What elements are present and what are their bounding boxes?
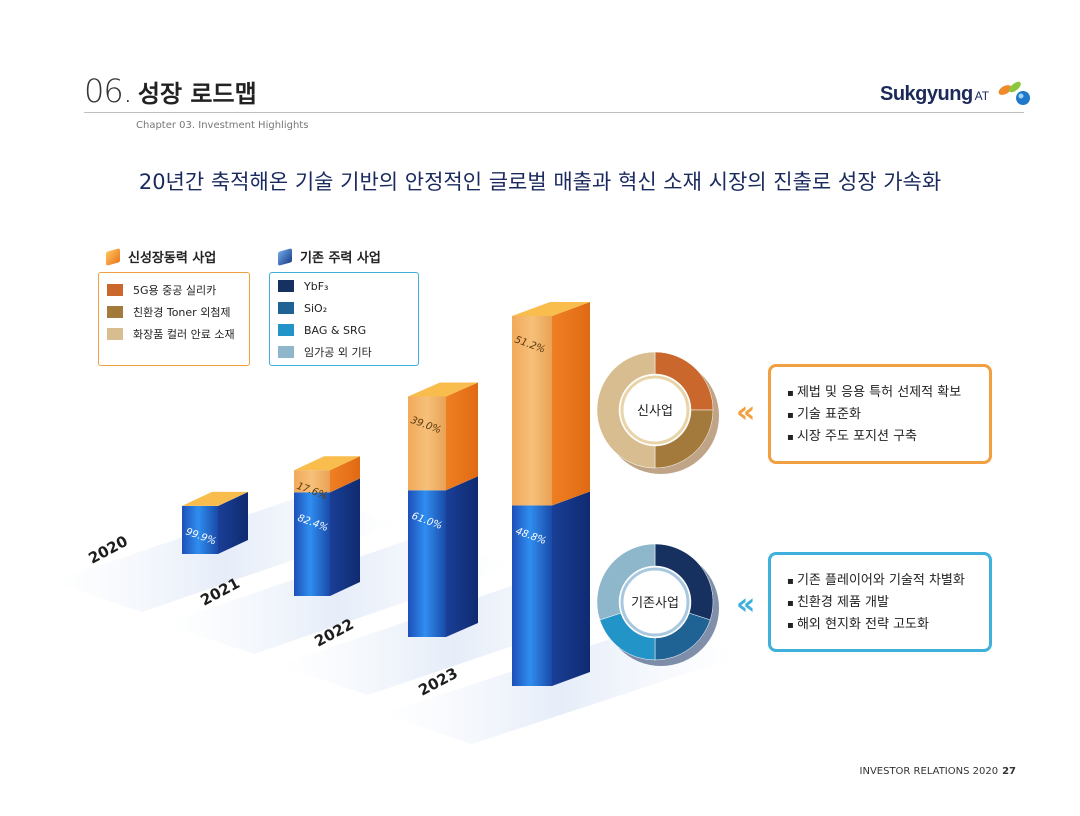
callout-item: 해외 현지화 전략 고도화: [787, 613, 989, 635]
bar-core: [182, 505, 218, 554]
legend-swatch: [278, 280, 294, 292]
bar-new: [408, 396, 446, 491]
callout-item: 기존 플레이어와 기술적 차별화: [787, 569, 989, 591]
donut-inner-ring: [620, 375, 690, 445]
callout-core-business: 기존 플레이어와 기술적 차별화 친환경 제품 개발 해외 현지화 전략 고도화: [768, 552, 992, 652]
legend-item: 5G용 중공 실리카: [107, 279, 241, 301]
bar-new: [512, 316, 552, 506]
chapter-subtitle: Chapter 03. Investment Highlights: [136, 120, 309, 131]
section-title: 성장 로드맵: [137, 80, 257, 108]
legend-swatch: [278, 302, 294, 314]
bar-core-side: [552, 491, 590, 686]
footer-text: INVESTOR RELATIONS 2020: [859, 766, 999, 777]
legend-item: SiO₂: [278, 297, 410, 319]
legend-label: 임가공 외 기타: [304, 346, 372, 359]
legend-label: 5G용 중공 실리카: [133, 284, 217, 297]
legend-swatch: [107, 328, 123, 340]
bar-core-side: [446, 476, 478, 637]
legend-item: 임가공 외 기타: [278, 341, 410, 363]
legend-item: YbF₃: [278, 275, 410, 297]
bar-core-side: [330, 478, 360, 596]
bar-new: [294, 470, 330, 493]
callout-item: 제법 및 응용 특허 선제적 확보: [787, 381, 989, 403]
legend-swatch: [107, 306, 123, 318]
callout-item: 시장 주도 포지션 구축: [787, 425, 989, 447]
bar-top: [294, 456, 360, 471]
legend-swatch: [107, 284, 123, 296]
bar-core: [408, 490, 446, 637]
legend-label: 화장품 컬러 안료 소재: [133, 328, 235, 341]
logo-mark-icon: [998, 81, 1031, 105]
headline: 20년간 축적해온 기술 기반의 안정적인 글로벌 매출과 혁신 소재 시장의 …: [138, 170, 942, 194]
legend-core-box: YbF₃ SiO₂ BAG & SRG 임가공 외 기타: [269, 272, 419, 366]
page-number: 27: [1002, 766, 1016, 777]
section-number: 06.: [84, 72, 133, 110]
bar-new-side: [552, 302, 590, 506]
legend-core-business: 기존 주력 사업: [278, 247, 381, 266]
donut-label: 기존사업: [631, 596, 679, 611]
bar-top: [182, 491, 248, 506]
header-divider: [84, 112, 1024, 113]
bar-new-side: [330, 456, 360, 493]
legend-core-title-text: 기존 주력 사업: [300, 251, 381, 266]
callout-new-business: 제법 및 응용 특허 선제적 확보 기술 표준화 시장 주도 포지션 구축: [768, 364, 992, 464]
legend-label: YbF₃: [304, 279, 329, 293]
legend-label: SiO₂: [304, 301, 328, 315]
chevron-left-icon: «: [736, 587, 756, 622]
page-title: 06. 성장 로드맵: [84, 72, 257, 112]
legend-new-title: 신성장동력 사업: [106, 247, 216, 266]
legend-swatch: [278, 346, 294, 358]
bar-top: [512, 302, 590, 316]
company-logo: Sukgyung AT: [880, 80, 1033, 108]
bar-new-side: [446, 382, 478, 491]
bar-core-side: [218, 491, 248, 554]
legend-new-business: 신성장동력 사업: [106, 247, 216, 266]
legend-item: 친환경 Toner 외첨제: [107, 301, 241, 323]
legend-new-title-text: 신성장동력 사업: [128, 251, 217, 266]
bar-top: [408, 382, 478, 397]
legend-label: BAG & SRG: [304, 323, 367, 337]
legend-label: 친환경 Toner 외첨제: [133, 306, 231, 319]
donut-inner-ring: [620, 567, 690, 637]
donut-hole: [619, 374, 691, 446]
bar-core: [294, 492, 330, 596]
logo-text: Sukgyung: [880, 82, 973, 105]
donut-hole: [619, 566, 691, 638]
chevron-left-icon: «: [736, 395, 756, 430]
bar-core: [512, 505, 552, 686]
legend-core-title: 기존 주력 사업: [278, 247, 381, 266]
donut-label: 신사업: [637, 404, 673, 419]
legend-item: BAG & SRG: [278, 319, 410, 341]
footer: INVESTOR RELATIONS 2020 27: [860, 766, 1016, 777]
legend-swatch: [278, 324, 294, 336]
callout-item: 기술 표준화: [787, 403, 989, 425]
legend-item: 화장품 컬러 안료 소재: [107, 323, 241, 345]
logo-suffix: AT: [974, 89, 990, 103]
legend-new-box: 5G용 중공 실리카 친환경 Toner 외첨제 화장품 컬러 안료 소재: [98, 272, 250, 366]
callout-item: 친환경 제품 개발: [787, 591, 989, 613]
